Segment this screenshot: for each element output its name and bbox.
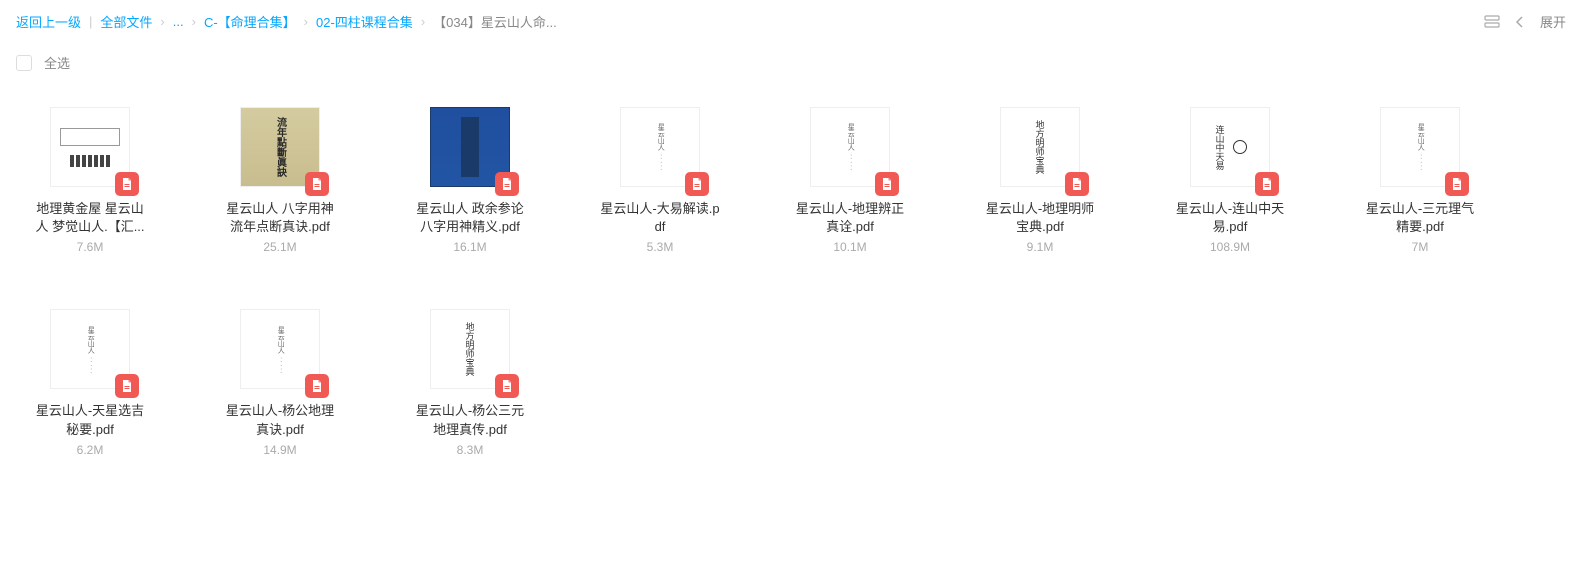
file-item[interactable]: 星云山人· · · · · 星云山人-地理辨正真诠.pdf 10.1M — [790, 102, 910, 254]
file-item[interactable]: 星云山人· · · · · 星云山人-三元理气精要.pdf 7M — [1360, 102, 1480, 254]
file-item[interactable]: 星云山人· · · · · 星云山人-天星选吉秘要.pdf 6.2M — [30, 304, 150, 456]
file-size: 25.1M — [263, 240, 296, 254]
file-name: 星云山人-连山中天易.pdf — [1170, 200, 1290, 236]
file-name: 星云山人-大易解读.pdf — [600, 200, 720, 236]
breadcrumb-root[interactable]: 全部文件 — [100, 12, 152, 31]
pdf-badge-icon — [1065, 172, 1089, 196]
pdf-badge-icon — [685, 172, 709, 196]
file-size: 9.1M — [1027, 240, 1054, 254]
pdf-badge-icon — [305, 172, 329, 196]
file-size: 7M — [1412, 240, 1429, 254]
select-all-checkbox[interactable] — [16, 55, 32, 71]
file-item[interactable]: 星云山人· · · · · 星云山人-杨公地理真诀.pdf 14.9M — [220, 304, 340, 456]
file-name: 星云山人 八字用神 流年点断真诀.pdf — [220, 200, 340, 236]
file-size: 16.1M — [453, 240, 486, 254]
file-size: 6.2M — [77, 443, 104, 457]
expand-button[interactable]: 展开 — [1540, 12, 1566, 31]
file-size: 5.3M — [647, 240, 674, 254]
pdf-badge-icon — [1445, 172, 1469, 196]
file-name: 星云山人 政余参论 八字用神精义.pdf — [410, 200, 530, 236]
chevron-right-icon: › — [304, 14, 308, 29]
pdf-badge-icon — [495, 374, 519, 398]
chevron-right-icon: › — [192, 14, 196, 29]
file-name: 星云山人-天星选吉秘要.pdf — [30, 402, 150, 438]
file-item[interactable]: 星云山人 政余参论 八字用神精义.pdf 16.1M — [410, 102, 530, 254]
top-bar: 返回上一级 | 全部文件 › ... › C-【命理合集】 › 02-四柱课程合… — [0, 0, 1582, 43]
breadcrumb-current: 【034】星云山人命... — [433, 12, 557, 31]
file-grid: 地理黄金屋 星云山人 梦觉山人.【汇... 7.6M 流年點斷眞訣星云山人 八字用神… — [0, 92, 1582, 487]
pdf-badge-icon — [305, 374, 329, 398]
file-thumbnail[interactable]: 星云山人· · · · · — [45, 304, 135, 394]
select-all-row: 全选 — [0, 43, 1582, 92]
pdf-badge-icon — [1255, 172, 1279, 196]
file-thumbnail[interactable]: 地方明师宝典 — [995, 102, 1085, 192]
file-size: 8.3M — [457, 443, 484, 457]
file-thumbnail[interactable]: 星云山人· · · · · — [805, 102, 895, 192]
file-name: 星云山人-杨公地理真诀.pdf — [220, 402, 340, 438]
file-size: 108.9M — [1210, 240, 1250, 254]
file-thumbnail[interactable]: 星云山人· · · · · — [235, 304, 325, 394]
top-right-controls: 展开 — [1484, 12, 1566, 31]
file-thumbnail[interactable]: 连山中天易 — [1185, 102, 1275, 192]
breadcrumb-folder-1[interactable]: C-【命理合集】 — [204, 12, 296, 31]
file-item[interactable]: 地方明师宝典星云山人-杨公三元地理真传.pdf 8.3M — [410, 304, 530, 456]
pdf-badge-icon — [495, 172, 519, 196]
file-item[interactable]: 连山中天易星云山人-连山中天易.pdf 108.9M — [1170, 102, 1290, 254]
file-thumbnail[interactable]: 流年點斷眞訣 — [235, 102, 325, 192]
file-name: 星云山人-三元理气精要.pdf — [1360, 200, 1480, 236]
file-size: 10.1M — [833, 240, 866, 254]
chevron-right-icon: › — [421, 14, 425, 29]
view-mode-icon[interactable] — [1484, 14, 1500, 30]
chevron-right-icon: › — [160, 14, 164, 29]
pdf-badge-icon — [115, 374, 139, 398]
file-item[interactable]: 星云山人· · · · · 星云山人-大易解读.pdf 5.3M — [600, 102, 720, 254]
breadcrumb: 返回上一级 | 全部文件 › ... › C-【命理合集】 › 02-四柱课程合… — [16, 12, 557, 31]
file-thumbnail[interactable]: 星云山人· · · · · — [615, 102, 705, 192]
pdf-badge-icon — [115, 172, 139, 196]
breadcrumb-back[interactable]: 返回上一级 — [16, 12, 81, 31]
file-name: 地理黄金屋 星云山人 梦觉山人.【汇... — [30, 200, 150, 236]
file-name: 星云山人-地理明师宝典.pdf — [980, 200, 1100, 236]
file-item[interactable]: 地理黄金屋 星云山人 梦觉山人.【汇... 7.6M — [30, 102, 150, 254]
select-all-label[interactable]: 全选 — [44, 53, 70, 72]
breadcrumb-sep: | — [89, 14, 92, 29]
file-name: 星云山人-杨公三元地理真传.pdf — [410, 402, 530, 438]
breadcrumb-folder-2[interactable]: 02-四柱课程合集 — [316, 12, 413, 31]
file-thumbnail[interactable] — [425, 102, 515, 192]
pdf-badge-icon — [875, 172, 899, 196]
breadcrumb-ellipsis[interactable]: ... — [173, 14, 184, 29]
file-size: 7.6M — [77, 240, 104, 254]
file-thumbnail[interactable] — [45, 102, 135, 192]
file-thumbnail[interactable]: 星云山人· · · · · — [1375, 102, 1465, 192]
file-name: 星云山人-地理辨正真诠.pdf — [790, 200, 910, 236]
chevron-left-icon[interactable] — [1514, 15, 1526, 29]
file-size: 14.9M — [263, 443, 296, 457]
file-item[interactable]: 流年點斷眞訣星云山人 八字用神 流年点断真诀.pdf 25.1M — [220, 102, 340, 254]
file-thumbnail[interactable]: 地方明师宝典 — [425, 304, 515, 394]
file-item[interactable]: 地方明师宝典星云山人-地理明师宝典.pdf 9.1M — [980, 102, 1100, 254]
